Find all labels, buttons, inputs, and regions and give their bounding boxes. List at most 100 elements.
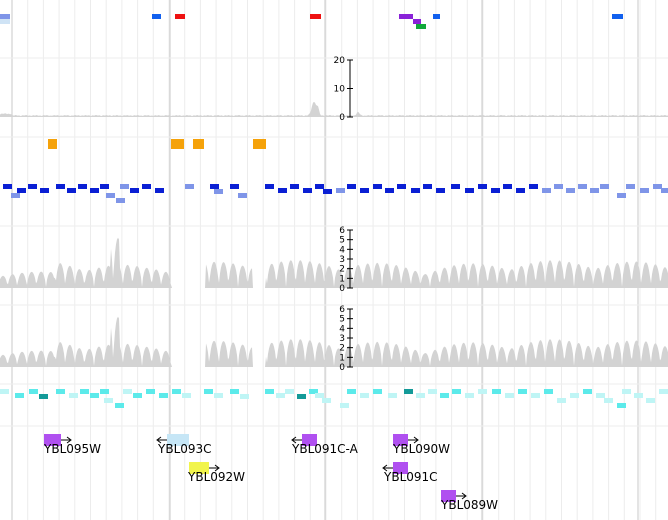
feature-tile[interactable] <box>238 193 247 198</box>
feature-tile[interactable] <box>653 184 662 189</box>
feature-tile[interactable] <box>276 393 285 398</box>
feature-tile[interactable] <box>142 184 151 189</box>
feature-tile[interactable] <box>516 188 525 193</box>
feature-tile[interactable] <box>505 393 514 398</box>
feature-tile[interactable] <box>360 393 369 398</box>
feature-tile[interactable] <box>340 403 349 408</box>
feature-tile[interactable] <box>310 14 321 19</box>
feature-tile[interactable] <box>492 389 501 394</box>
feature-tile[interactable] <box>347 184 356 189</box>
gene-feature[interactable] <box>441 490 456 502</box>
feature-tile[interactable] <box>322 398 331 403</box>
feature-tile[interactable] <box>570 393 579 398</box>
feature-tile[interactable] <box>659 389 668 394</box>
feature-tile[interactable] <box>622 389 631 394</box>
feature-tile[interactable] <box>626 184 635 189</box>
feature-tile[interactable] <box>360 188 369 193</box>
feature-tile[interactable] <box>56 389 65 394</box>
feature-tile[interactable] <box>193 139 204 149</box>
gene-feature[interactable] <box>302 434 317 446</box>
feature-tile[interactable] <box>172 389 181 394</box>
feature-tile[interactable] <box>120 184 129 189</box>
feature-tile[interactable] <box>80 389 89 394</box>
feature-tile[interactable] <box>133 393 142 398</box>
feature-tile[interactable] <box>440 393 449 398</box>
feature-tile[interactable] <box>399 14 413 19</box>
feature-tile[interactable] <box>155 188 164 193</box>
feature-tile[interactable] <box>69 393 78 398</box>
feature-tile[interactable] <box>309 389 318 394</box>
feature-tile[interactable] <box>0 389 9 394</box>
feature-tile[interactable] <box>28 184 37 189</box>
feature-tile[interactable] <box>323 189 332 194</box>
feature-tile[interactable] <box>590 188 599 193</box>
feature-tile[interactable] <box>373 389 382 394</box>
feature-tile[interactable] <box>15 393 24 398</box>
feature-tile[interactable] <box>640 188 649 193</box>
feature-tile[interactable] <box>303 188 312 193</box>
feature-tile[interactable] <box>0 14 10 19</box>
feature-tile[interactable] <box>290 184 299 189</box>
feature-tile[interactable] <box>478 389 487 394</box>
feature-tile[interactable] <box>116 198 125 203</box>
feature-tile[interactable] <box>17 188 26 193</box>
feature-tile[interactable] <box>104 398 113 403</box>
feature-tile[interactable] <box>214 393 223 398</box>
feature-tile[interactable] <box>617 403 626 408</box>
feature-tile[interactable] <box>617 193 626 198</box>
feature-tile[interactable] <box>152 14 161 19</box>
feature-tile[interactable] <box>171 139 184 149</box>
feature-tile[interactable] <box>583 389 592 394</box>
feature-tile[interactable] <box>465 393 474 398</box>
feature-tile[interactable] <box>315 393 324 398</box>
feature-tile[interactable] <box>646 398 655 403</box>
feature-tile[interactable] <box>100 184 109 189</box>
feature-tile[interactable] <box>253 139 266 149</box>
feature-tile[interactable] <box>436 188 445 193</box>
feature-tile[interactable] <box>347 389 356 394</box>
feature-tile[interactable] <box>413 19 421 24</box>
feature-tile[interactable] <box>78 184 87 189</box>
feature-tile[interactable] <box>90 188 99 193</box>
feature-tile[interactable] <box>214 189 223 194</box>
feature-tile[interactable] <box>123 389 132 394</box>
feature-tile[interactable] <box>182 393 191 398</box>
feature-tile[interactable] <box>210 184 219 189</box>
feature-tile[interactable] <box>531 393 540 398</box>
gene-feature[interactable] <box>393 434 408 446</box>
gene-feature[interactable] <box>167 434 189 446</box>
feature-tile[interactable] <box>185 184 194 189</box>
feature-tile[interactable] <box>529 184 538 189</box>
feature-tile[interactable] <box>315 184 324 189</box>
feature-tile[interactable] <box>0 19 10 24</box>
feature-tile[interactable] <box>404 389 413 394</box>
feature-tile[interactable] <box>388 393 397 398</box>
feature-tile[interactable] <box>240 394 249 399</box>
feature-tile[interactable] <box>48 139 57 149</box>
feature-tile[interactable] <box>423 184 432 189</box>
feature-tile[interactable] <box>451 184 460 189</box>
feature-tile[interactable] <box>175 14 185 19</box>
feature-tile[interactable] <box>3 184 12 189</box>
feature-tile[interactable] <box>285 389 294 394</box>
feature-tile[interactable] <box>465 188 474 193</box>
feature-tile[interactable] <box>411 188 420 193</box>
feature-tile[interactable] <box>604 398 613 403</box>
gene-feature[interactable] <box>44 434 61 446</box>
feature-tile[interactable] <box>265 184 274 189</box>
feature-tile[interactable] <box>452 389 461 394</box>
feature-tile[interactable] <box>230 184 239 189</box>
gene-feature[interactable] <box>189 462 209 474</box>
feature-tile[interactable] <box>115 403 124 408</box>
feature-tile[interactable] <box>542 188 551 193</box>
feature-tile[interactable] <box>159 393 168 398</box>
feature-tile[interactable] <box>518 389 527 394</box>
feature-tile[interactable] <box>554 184 563 189</box>
